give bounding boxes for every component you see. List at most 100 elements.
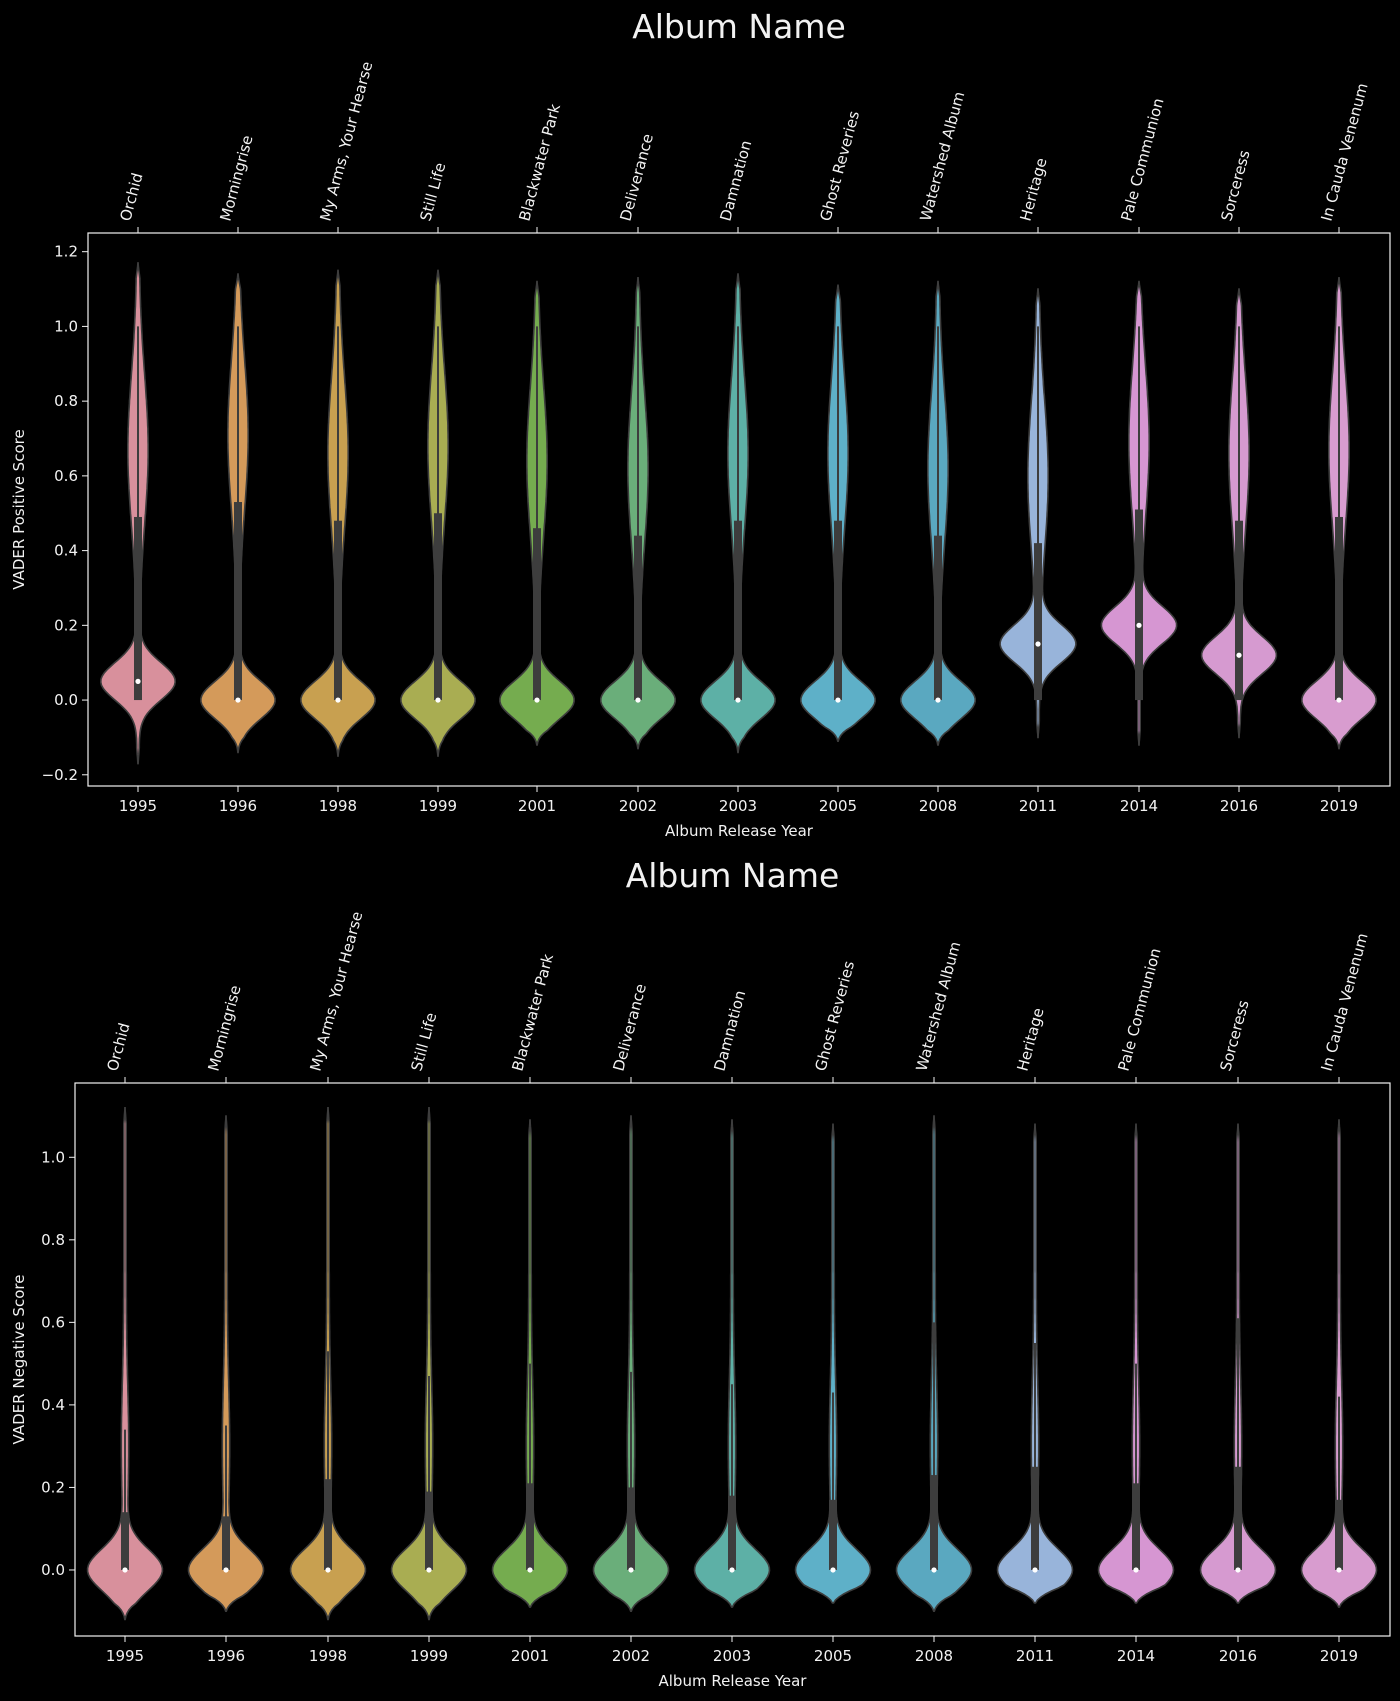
top-tick-label: Pale Communion [1114,946,1164,1073]
violin-2016 [1199,1123,1277,1604]
top-tick-label: Damnation [710,988,749,1073]
violin-iqr-box [1132,1483,1140,1570]
violin-iqr-box [533,528,541,701]
top-tick-label: Morningrise [216,133,256,223]
x-tick-label: 2008 [919,797,957,815]
x-tick-label: 2003 [713,1647,751,1665]
x-tick-label: 2016 [1220,797,1258,815]
y-axis-label: VADER Positive Score [10,429,28,589]
x-tick-label: 2008 [915,1647,953,1665]
violin-iqr-box [934,535,942,701]
x-tick-label: 2011 [1019,797,1057,815]
violin-1996 [187,1115,265,1612]
top-tick-label: Ghost Reveries [816,109,863,223]
x-tick-label: 2011 [1016,1647,1054,1665]
y-tick-label: 0.4 [41,1396,65,1414]
violin-median-dot [122,1567,128,1573]
x-tick-label: 1999 [410,1647,448,1665]
violin-iqr-box [728,1495,736,1570]
top-tick-label: Still Life [407,1011,440,1073]
x-tick-label: 2014 [1117,1647,1155,1665]
violin-median-dot [735,697,741,703]
plot-frame [74,1082,1391,1637]
x-tick-label: 2016 [1219,1647,1257,1665]
violin-2008 [900,280,976,746]
y-tick-label: 0.6 [54,467,78,485]
top-tick-label: Heritage [1016,156,1050,223]
x-tick-label: 2005 [814,1647,852,1665]
x-tick-label: 2014 [1120,797,1158,815]
x-tick-label: 1996 [219,797,257,815]
top-tick-label: Ghost Reveries [811,959,858,1073]
y-tick-label: 0.8 [54,392,78,410]
x-axis-label: Album Release Year [665,822,814,840]
violin-median-dot [835,697,841,703]
top-tick-label: Morningrise [204,983,244,1073]
violin-median-dot [527,1567,533,1573]
violin-1998 [300,269,376,757]
violin-median-dot [235,697,241,703]
x-tick-label: 1998 [319,797,357,815]
violin-iqr-box [1031,1466,1039,1570]
violin-2008 [895,1115,973,1612]
x-tick-label: 2001 [518,797,556,815]
y-tick-label: 0.2 [54,616,78,634]
violin-iqr-box [627,1487,635,1570]
y-tick-label: 1.2 [54,243,78,261]
violin-iqr-box [334,520,342,701]
top-tick-label: Deliverance [616,132,657,223]
violin-median-dot [335,697,341,703]
violin-median-dot [325,1567,331,1573]
chart-title: Album Name [632,7,846,46]
top-tick-label: Blackwater Park [508,952,557,1073]
violin-median-dot [1336,1567,1342,1573]
violin-body [491,1119,569,1608]
violin-median-dot [935,697,941,703]
violin-median-dot [1336,697,1342,703]
top-tick-label: Sorceress [1216,998,1252,1073]
violin-median-dot [1032,1567,1038,1573]
y-tick-label: 0.4 [54,542,78,560]
violin-2005 [799,284,877,742]
top-tick-label: Blackwater Park [515,102,564,223]
x-tick-label: 2005 [819,797,857,815]
violin-2019 [1300,1119,1378,1608]
top-tick-label: Watershed Album [912,940,964,1073]
y-tick-label: 0.8 [41,1231,65,1249]
violin-2002 [600,277,676,750]
violin-2002 [592,1115,670,1612]
top-tick-label: Heritage [1013,1006,1047,1073]
top-tick-label: Orchid [116,171,146,223]
violin-1999 [390,1107,468,1621]
violin-2005 [794,1123,872,1604]
violin-median-dot [135,678,141,684]
violin-iqr-box [734,520,742,701]
violin-body [390,1107,468,1621]
x-tick-label: 1999 [419,797,457,815]
violin-body [592,1115,670,1612]
violin-2001 [499,280,575,746]
top-tick-label: Orchid [103,1021,133,1073]
x-tick-label: 1995 [119,797,157,815]
violin-median-dot [1133,1567,1139,1573]
violin-2003 [700,273,776,754]
violin-median-dot [729,1567,735,1573]
violin-median-dot [426,1567,432,1573]
violin-median-dot [1136,622,1142,628]
top-tick-label: Sorceress [1217,148,1253,223]
violin-median-dot [931,1567,937,1573]
violin-iqr-box [324,1479,332,1570]
violin-body [794,1123,872,1604]
violin-iqr-box [121,1512,129,1570]
violin-median-dot [534,697,540,703]
violin-median-dot [628,1567,634,1573]
violin-2014 [1100,280,1178,746]
violin-2011 [999,288,1077,739]
x-tick-label: 1996 [207,1647,245,1665]
violin-iqr-box [930,1475,938,1570]
violin-iqr-box [222,1516,230,1570]
y-tick-label: 0.2 [41,1478,65,1496]
violin-2019 [1301,277,1377,750]
x-tick-label: 2003 [719,797,757,815]
